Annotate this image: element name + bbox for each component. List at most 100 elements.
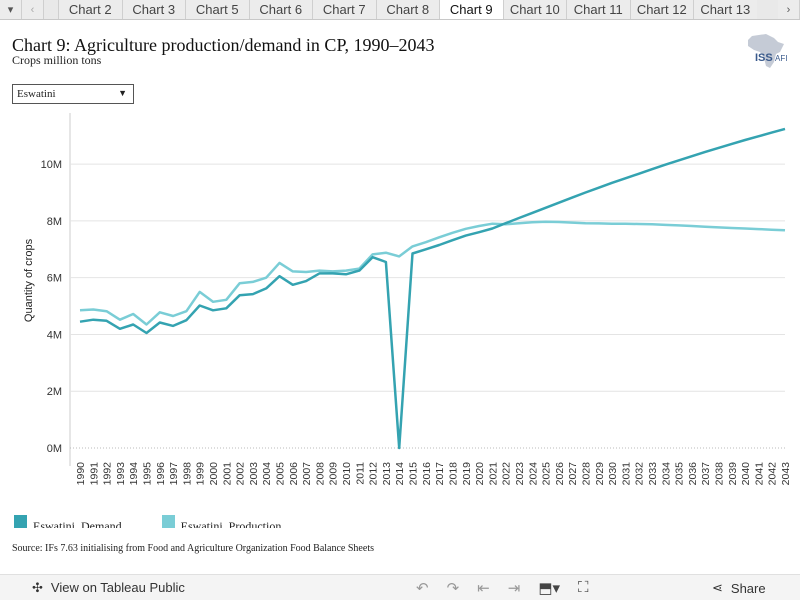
legend-item[interactable]: Eswatini_Production (161, 515, 282, 528)
tab-chart-8[interactable]: Chart 8 (375, 0, 439, 19)
x-tick-label: 2027 (567, 462, 579, 486)
x-tick-label: 2003 (248, 462, 260, 486)
tab-chart-3[interactable]: Chart 3 (121, 0, 185, 19)
africa-map-logo-icon (748, 34, 784, 68)
share-button[interactable]: ⋖ Share (712, 580, 766, 596)
x-tick-label: 2043 (780, 462, 792, 486)
x-tick-label: 2039 (727, 462, 739, 486)
tab-chart-7[interactable]: Chart 7 (312, 0, 376, 19)
series-line-eswatini-production (79, 220, 786, 326)
page-title: Chart 9: Agriculture production/demand i… (12, 35, 435, 55)
share-label: Share (730, 580, 766, 596)
revert-icon[interactable]: ⇤ (477, 580, 490, 597)
x-tick-label: 1999 (195, 462, 207, 486)
tab-chart-12[interactable]: Chart 12 (629, 0, 693, 19)
x-tick-label: 2012 (368, 462, 380, 486)
x-tick-label: 2016 (421, 462, 433, 486)
x-tick-label: 1997 (168, 462, 180, 486)
legend: Eswatini_Demand Eswatini_Production (14, 515, 434, 528)
y-tick-label: 10M (41, 159, 62, 171)
x-tick-label: 2037 (700, 462, 712, 486)
x-tick-label: 2041 (753, 462, 765, 486)
tab-menu-icon[interactable]: ▾ (0, 0, 22, 19)
y-tick-label: 0M (47, 443, 62, 455)
source-note: Source: IFs 7.63 initialising from Food … (12, 543, 374, 554)
tab-chart-11[interactable]: Chart 11 (566, 0, 630, 19)
x-tick-label: 2007 (301, 462, 313, 486)
x-tick-label: 1994 (128, 462, 140, 486)
undo-icon[interactable]: ↶ (416, 580, 429, 597)
y-axis-label: Quantity of crops (23, 238, 35, 322)
tab-chart-6[interactable]: Chart 6 (248, 0, 312, 19)
series-line-eswatini-demand (79, 127, 786, 450)
x-tick-label: 2008 (314, 462, 326, 486)
x-tick-label: 2015 (408, 462, 420, 486)
legend-swatch (161, 515, 175, 528)
view-on-tableau-link[interactable]: ✣ View on Tableau Public (32, 580, 185, 596)
country-select-value: Eswatini (17, 88, 56, 100)
y-tick-label: 2M (47, 386, 62, 398)
x-tick-label: 2042 (767, 462, 779, 486)
x-tick-label: 2029 (594, 462, 606, 486)
legend-swatch (14, 515, 27, 528)
x-tick-label: 2034 (660, 462, 672, 486)
legend-item[interactable]: Eswatini_Demand (14, 515, 122, 528)
tabs: Chart 2 Chart 3 Chart 5 Chart 6 Chart 7 Chart… (44, 0, 778, 19)
footer-icons: ↶ ↷ ⇤ ⇥ ⬒▾ ⛶ (416, 579, 589, 597)
x-tick-label: 2020 (474, 462, 486, 486)
y-tick-label: 8M (47, 216, 62, 228)
x-tick-label: 1996 (155, 462, 167, 486)
logo-text: ISS (755, 52, 773, 64)
x-tick-label: 2033 (647, 462, 659, 486)
x-tick-label: 2019 (461, 462, 473, 486)
y-tick-label: 4M (47, 329, 62, 341)
x-tick-label: 2022 (501, 462, 513, 486)
x-tick-label: 2040 (740, 462, 752, 486)
x-tick-label: 2001 (221, 462, 233, 486)
tab-chart-2[interactable]: Chart 2 (58, 0, 122, 19)
tableau-cross-icon: ✣ (32, 579, 43, 595)
x-tick-label: 2031 (620, 462, 632, 486)
x-tick-label: 2028 (580, 462, 592, 486)
forward-icon[interactable]: ⇥ (507, 580, 521, 597)
x-tick-label: 2036 (687, 462, 699, 486)
x-tick-label: 2035 (674, 462, 686, 486)
x-tick-label: 2038 (713, 462, 725, 486)
tab-chart-9[interactable]: Chart 9 (439, 0, 503, 19)
tab-chart-5[interactable]: Chart 5 (185, 0, 249, 19)
tab-chart-13[interactable]: Chart 13 (693, 0, 757, 19)
fullscreen-icon[interactable]: ⛶ (578, 579, 589, 596)
share-icon: ⋖ (712, 580, 723, 595)
chevron-down-icon: ▼ (118, 88, 127, 98)
legend-label: Eswatini_Production (180, 519, 282, 528)
x-tick-label: 2004 (261, 462, 273, 486)
x-tick-label: 2021 (487, 462, 499, 486)
x-tick-label: 2014 (394, 462, 406, 486)
x-tick-label: 1993 (115, 462, 127, 486)
x-tick-label: 1990 (75, 462, 87, 486)
x-tick-label: 2013 (381, 462, 393, 486)
download-icon[interactable]: ⬒▾ (538, 580, 561, 597)
x-tick-label: 2023 (514, 462, 526, 486)
view-on-tableau-label: View on Tableau Public (50, 580, 185, 595)
country-select[interactable]: Eswatini ▼ (12, 84, 134, 104)
x-tick-label: 2026 (554, 462, 566, 486)
x-tick-label: 1992 (102, 462, 114, 486)
tab-chart-10[interactable]: Chart 10 (502, 0, 566, 19)
x-tick-label: 2005 (275, 462, 287, 486)
x-tick-label: 2018 (447, 462, 459, 486)
tab-scroll-left-icon[interactable]: ‹ (22, 0, 44, 19)
logo-sub: AFI (775, 54, 788, 63)
x-tick-label: 2006 (288, 462, 300, 486)
x-tick-label: 2024 (527, 462, 539, 486)
tab-scroll-right-icon[interactable]: › (778, 0, 800, 19)
x-tick-label: 2030 (607, 462, 619, 486)
x-tick-label: 2000 (208, 462, 220, 486)
redo-icon[interactable]: ↷ (446, 580, 460, 597)
y-tick-label: 6M (47, 273, 62, 285)
x-tick-label: 2025 (541, 462, 553, 486)
footer-toolbar: ✣ View on Tableau Public ↶ ↷ ⇤ ⇥ ⬒▾ ⛶ ⋖ … (0, 574, 800, 600)
x-tick-label: 2009 (328, 462, 340, 486)
